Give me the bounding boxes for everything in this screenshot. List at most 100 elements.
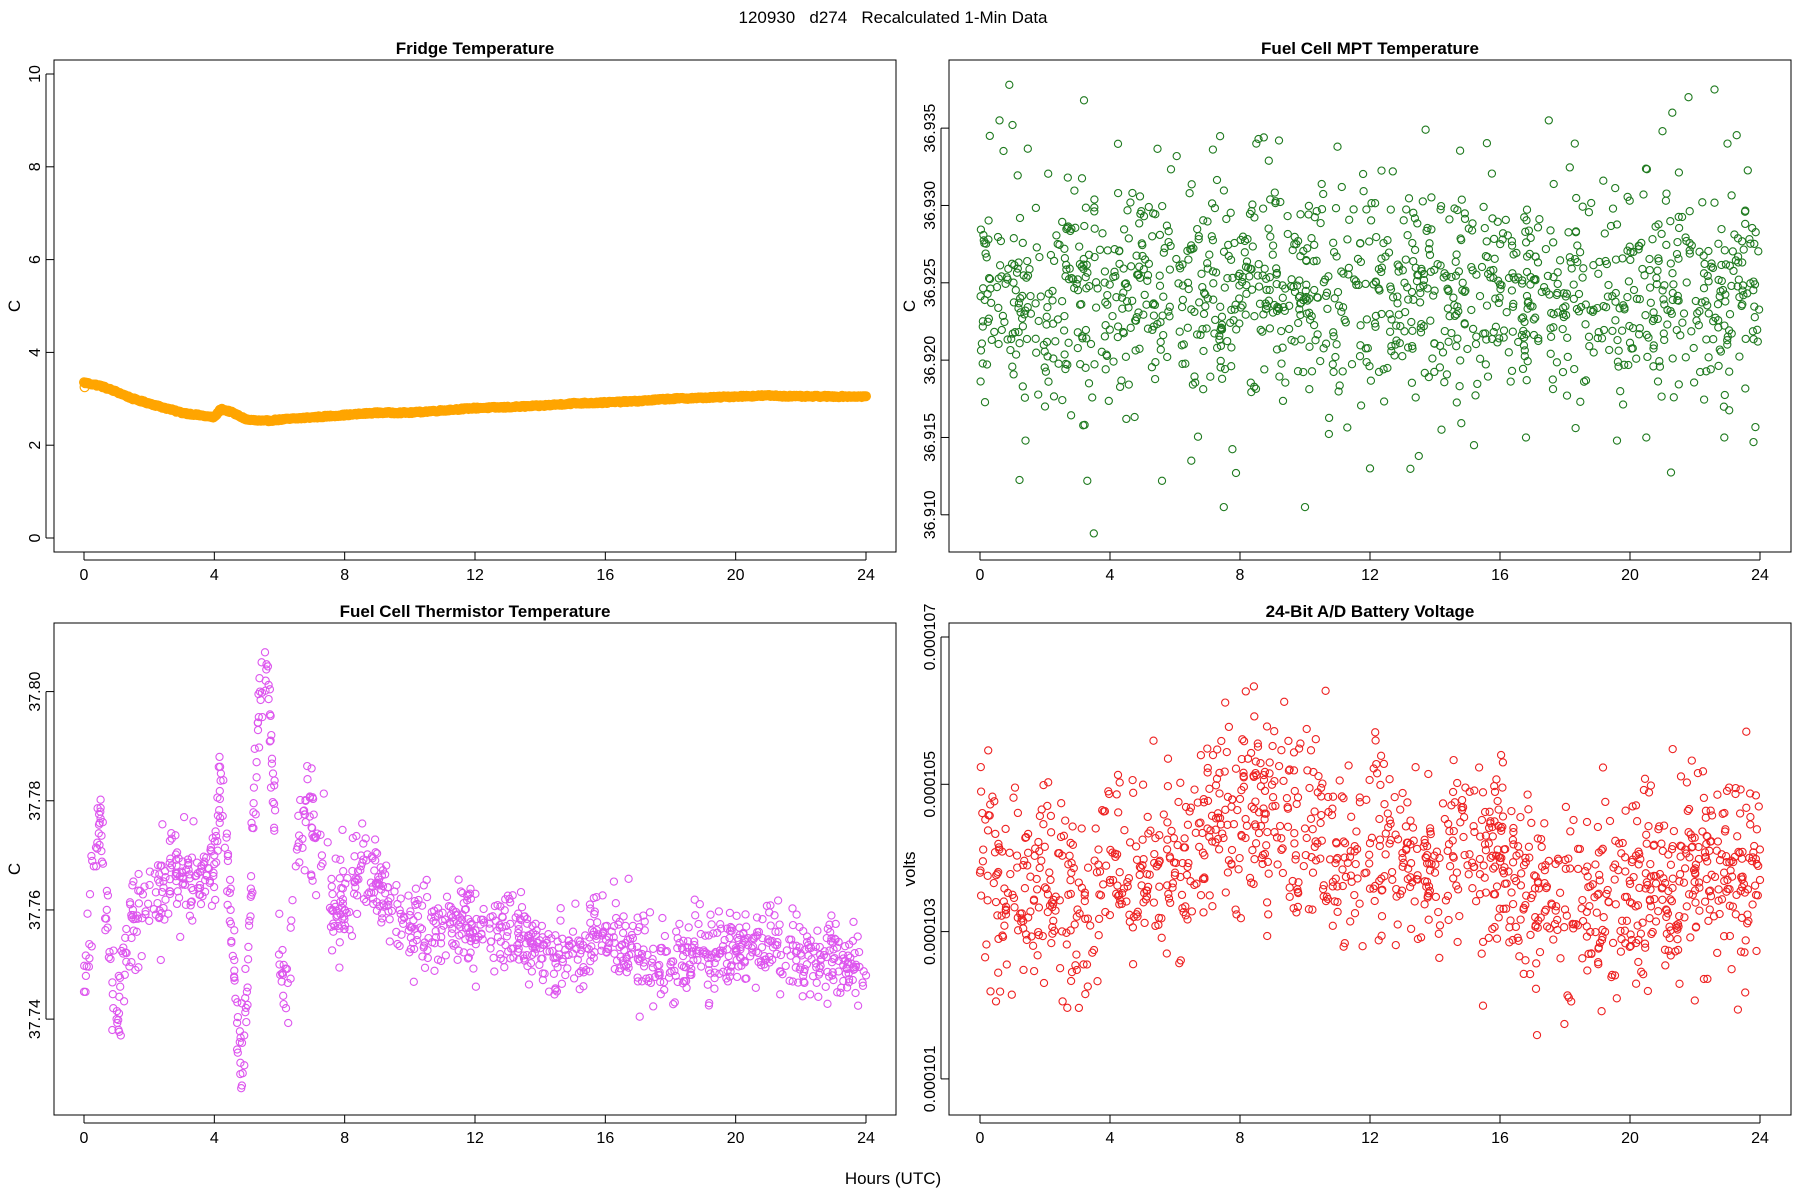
mpt-x-tick-label: 0 (976, 567, 985, 584)
mpt-point (1113, 188, 1123, 198)
battery-point (1608, 938, 1618, 948)
battery-point (1621, 867, 1630, 876)
battery-point (1528, 890, 1537, 899)
thermistor-point (438, 916, 447, 926)
battery-point (1601, 797, 1610, 807)
mpt-point (1355, 239, 1365, 248)
battery-point (1637, 967, 1646, 976)
battery-point (1306, 746, 1316, 755)
battery-point (1403, 798, 1412, 807)
battery-point (1235, 853, 1244, 863)
battery-point (1434, 929, 1443, 938)
battery-point (1332, 839, 1341, 848)
thermistor-point (430, 939, 439, 948)
mpt-point (1066, 226, 1075, 236)
thermistor-point (267, 730, 276, 740)
mpt-point (1566, 257, 1575, 267)
battery-point (1125, 910, 1134, 919)
thermistor-point (527, 967, 537, 976)
thermistor-point (210, 851, 219, 860)
battery-point (1150, 849, 1159, 859)
mpt-point (1102, 350, 1111, 359)
battery-point (1317, 836, 1326, 845)
mpt-point (1240, 248, 1249, 257)
thermistor-point (675, 919, 684, 929)
mpt-point (982, 360, 992, 369)
battery-point (1719, 868, 1729, 877)
thermistor-point (447, 929, 456, 938)
mpt-point (1164, 227, 1173, 236)
battery-point (1035, 863, 1044, 873)
mpt-y-tick-label: 36.935 (922, 104, 939, 153)
mpt-point (1334, 387, 1343, 396)
thermistor-point (109, 946, 118, 955)
mpt-point (1164, 307, 1173, 316)
mpt-point (1748, 223, 1757, 233)
thermistor-point (145, 916, 154, 926)
battery-point (1434, 907, 1443, 917)
battery-point (1657, 839, 1666, 848)
thermistor-point (811, 942, 820, 951)
mpt-point (1423, 284, 1432, 293)
mpt-point (1506, 377, 1515, 386)
thermistor-point (118, 949, 128, 958)
thermistor-point (373, 878, 382, 887)
thermistor-point (244, 921, 254, 930)
battery-point (1625, 879, 1635, 889)
mpt-point (1512, 248, 1521, 258)
thermistor-x-tick-label: 0 (80, 1130, 89, 1147)
battery-point (1498, 758, 1508, 767)
thermistor-point (586, 957, 595, 966)
thermistor-point (758, 915, 767, 924)
mpt-point (1302, 256, 1311, 266)
mpt-point (1217, 325, 1227, 334)
mpt-point (1371, 311, 1381, 321)
mpt-point (1708, 263, 1718, 273)
battery-point (1751, 791, 1761, 800)
mpt-point (1682, 278, 1691, 287)
mpt-point (1208, 236, 1218, 245)
mpt-point (1379, 397, 1389, 406)
battery-point (1277, 746, 1286, 755)
thermistor-point (808, 972, 818, 981)
thermistor-point (764, 935, 773, 944)
thermistor-point (246, 912, 255, 921)
thermistor-point (514, 944, 523, 953)
mpt-point (1277, 326, 1286, 336)
mpt-point (1295, 276, 1304, 285)
mpt-point (1522, 216, 1531, 225)
battery-point (1703, 857, 1712, 866)
mpt-point (1032, 243, 1041, 252)
mpt-point (1733, 234, 1743, 243)
mpt-point (1494, 298, 1503, 308)
thermistor-point (226, 905, 235, 915)
mpt-point (1627, 344, 1636, 353)
battery-point (1712, 846, 1721, 855)
battery-point (1086, 921, 1095, 930)
battery-point (1260, 809, 1269, 818)
thermistor-point (834, 967, 843, 976)
thermistor-point (752, 913, 762, 922)
mpt-point (1139, 265, 1148, 274)
thermistor-point (358, 858, 367, 867)
thermistor-point (775, 920, 784, 929)
mpt-point (1660, 300, 1669, 309)
mpt-point (1600, 229, 1609, 238)
mpt-point (1365, 464, 1375, 473)
battery-point (1283, 804, 1293, 813)
thermistor-point (839, 976, 848, 986)
thermistor-point (502, 932, 512, 941)
mpt-point (1235, 294, 1244, 303)
battery-point (1044, 778, 1053, 787)
thermistor-point (270, 826, 279, 835)
mpt-point (1452, 342, 1461, 351)
mpt-point (1133, 270, 1142, 279)
battery-point (1129, 788, 1138, 797)
mpt-point (1442, 370, 1452, 379)
battery-x-tick-label: 20 (1621, 1130, 1639, 1147)
battery-point (1021, 833, 1031, 842)
mpt-point (1721, 297, 1730, 306)
battery-point (1224, 722, 1234, 732)
mpt-point (1546, 332, 1556, 341)
